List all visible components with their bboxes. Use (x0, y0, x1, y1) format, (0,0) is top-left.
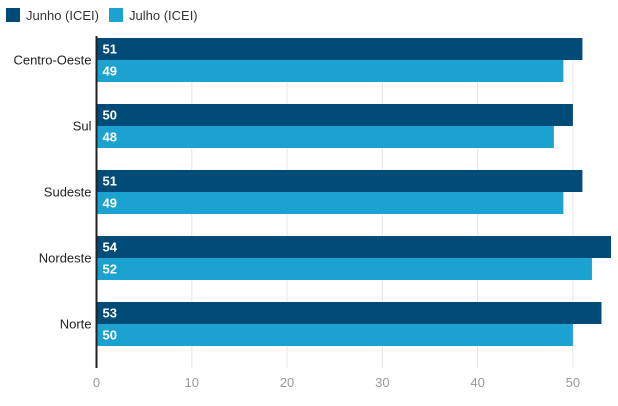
data-label: 52 (103, 262, 117, 277)
x-tick-label: 30 (375, 375, 389, 390)
bar-nordeste-series-2 (96, 258, 592, 280)
x-tick-label: 50 (566, 375, 580, 390)
legend: Junho (ICEI) Julho (ICEI) (6, 8, 198, 23)
category-label: Sul (73, 119, 92, 134)
bar-centro-oeste-series-1 (96, 38, 583, 60)
bar-sudeste-series-1 (96, 170, 583, 192)
data-label: 50 (103, 328, 117, 343)
x-tick-label: 20 (280, 375, 294, 390)
bar-sul-series-1 (96, 104, 573, 126)
legend-swatch-1 (6, 8, 20, 22)
data-label: 54 (103, 240, 118, 255)
data-label: 49 (103, 64, 117, 79)
bar-sul-series-2 (96, 126, 554, 148)
data-label: 51 (103, 174, 117, 189)
bar-norte-series-1 (96, 302, 602, 324)
x-tick-label: 10 (185, 375, 199, 390)
legend-label-1: Junho (ICEI) (26, 8, 99, 23)
category-label: Centro-Oeste (13, 53, 91, 68)
category-label: Nordeste (39, 251, 92, 266)
data-label: 51 (103, 42, 117, 57)
category-label: Norte (60, 317, 92, 332)
axis-group: Centro-Oeste Sul Sudeste Nordeste Norte 0 10 20… (13, 36, 580, 390)
legend-label-2: Julho (ICEI) (129, 8, 198, 23)
bar-sudeste-series-2 (96, 192, 564, 214)
data-label: 49 (103, 196, 117, 211)
category-label: Sudeste (44, 185, 92, 200)
x-tick-label: 0 (93, 375, 100, 390)
bar-norte-series-2 (96, 324, 573, 346)
data-label: 53 (103, 306, 117, 321)
data-label: 50 (103, 108, 117, 123)
legend-swatch-2 (109, 8, 123, 22)
bar-nordeste-series-1 (96, 236, 611, 258)
x-tick-label: 40 (470, 375, 484, 390)
bars-group: 51 49 50 48 51 49 54 52 53 50 (96, 38, 611, 346)
bar-centro-oeste-series-2 (96, 60, 564, 82)
data-label: 48 (103, 130, 117, 145)
